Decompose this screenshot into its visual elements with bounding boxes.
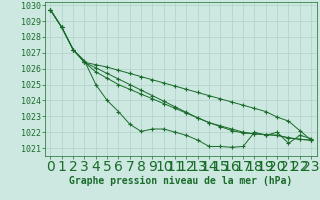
X-axis label: Graphe pression niveau de la mer (hPa): Graphe pression niveau de la mer (hPa) (69, 176, 292, 186)
